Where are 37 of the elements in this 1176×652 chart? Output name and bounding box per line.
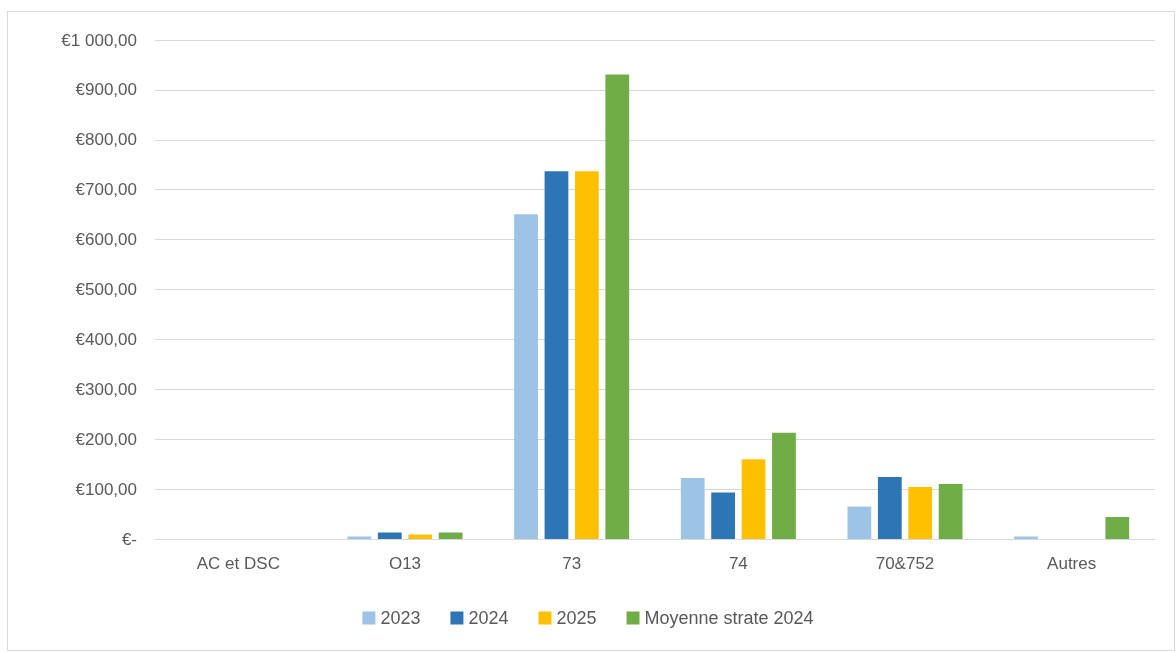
y-tick-label: €900,00 [75,80,137,100]
bar [711,492,736,539]
x-tick-label: 70&752 [875,554,935,573]
x-tick-label: O13 [388,554,422,573]
y-tick-label: €1 000,00 [61,30,137,50]
bar [680,478,705,539]
bar [408,534,433,539]
legend-label: 2024 [468,608,509,628]
bar [1105,517,1130,539]
legend-label: 2023 [380,608,421,628]
y-tick-label: €500,00 [75,280,137,299]
x-tick-label: Autres [1047,554,1097,573]
bar [544,171,569,539]
y-tick-label: €800,00 [75,130,137,150]
bar [772,432,796,539]
bar [877,477,902,539]
legend-label: Moyenne strate 2024 [644,608,814,628]
bar [514,214,538,539]
x-tick-label: AC et DSC [196,554,280,573]
y-tick-label: €200,00 [75,429,137,449]
y-tick-label: €600,00 [75,230,137,250]
bar [847,506,872,539]
bar [377,532,402,539]
bar [741,459,766,539]
y-tick-label: €400,00 [75,329,137,349]
bar [574,171,599,539]
y-tick-label: €700,00 [75,180,137,200]
y-tick-label: €100,00 [75,479,137,499]
bar [938,484,963,539]
y-tick-label: €300,00 [75,379,137,399]
y-tick-label: €- [121,529,137,549]
bar [908,487,933,539]
x-tick-label: 73 [562,554,582,573]
bar [605,74,630,539]
legend-label: 2025 [556,608,597,628]
x-tick-label: 74 [728,554,748,573]
bar [438,532,463,539]
